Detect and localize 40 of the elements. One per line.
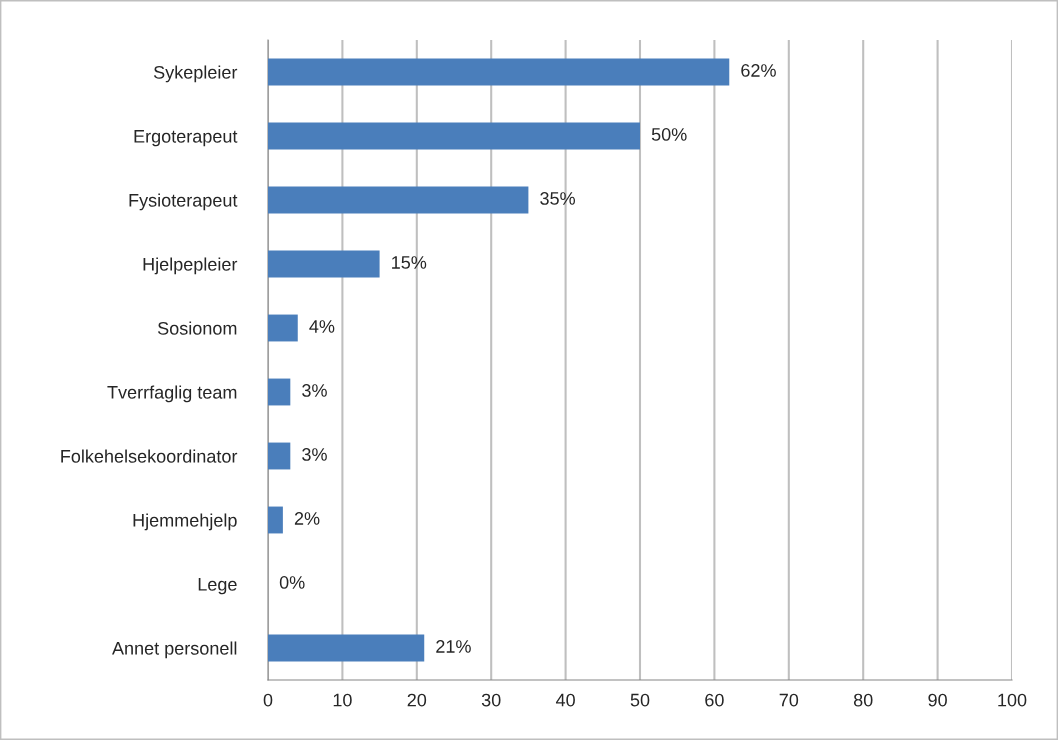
y-tick-label: Annet personell — [112, 641, 237, 659]
x-tick-label: 0 — [263, 693, 273, 707]
x-tick-label: 50 — [630, 693, 650, 707]
bar — [268, 58, 730, 86]
y-tick-label: Folkehelsekoordinator — [61, 449, 238, 463]
x-tick-label: 10 — [333, 693, 352, 707]
y-tick-label: Sosionom — [157, 321, 237, 335]
y-tick-label: Fysioterapeut — [129, 193, 238, 211]
x-tick-label: 70 — [779, 693, 799, 707]
x-tick-label: 100 — [998, 693, 1027, 707]
y-tick-label: Lege — [198, 578, 237, 595]
bar — [268, 250, 380, 278]
bar — [268, 378, 291, 406]
bar — [268, 186, 529, 214]
data-label: 3% — [302, 448, 327, 461]
y-tick-label: Hjelpepleier — [143, 257, 238, 275]
data-label: 0% — [279, 576, 305, 589]
bar — [268, 314, 298, 342]
x-tick-label: 80 — [853, 693, 873, 707]
data-label: 21% — [436, 640, 471, 653]
bar — [268, 442, 291, 470]
x-tick-label: 30 — [481, 693, 501, 707]
y-tick-label: Ergoterapeut — [134, 130, 238, 147]
data-label: 2% — [294, 512, 320, 525]
y-tick-label: Hjemmehjelp — [133, 513, 237, 531]
data-label: 3% — [302, 384, 327, 397]
bar — [268, 122, 640, 150]
x-tick-label: 60 — [705, 693, 724, 707]
bar — [268, 506, 283, 534]
data-label: 15% — [392, 256, 427, 269]
data-label: 50% — [651, 128, 687, 141]
y-tick-label: Tverrfaglig team — [107, 385, 237, 403]
data-label: 62% — [741, 64, 776, 77]
bar — [268, 634, 425, 662]
x-tick-label: 90 — [928, 693, 947, 707]
data-label: 35% — [540, 192, 576, 205]
data-label: 4% — [309, 320, 335, 333]
y-tick-label: Sykepleier — [153, 65, 238, 83]
x-tick-label: 20 — [407, 693, 427, 707]
x-tick-label: 40 — [555, 693, 575, 707]
